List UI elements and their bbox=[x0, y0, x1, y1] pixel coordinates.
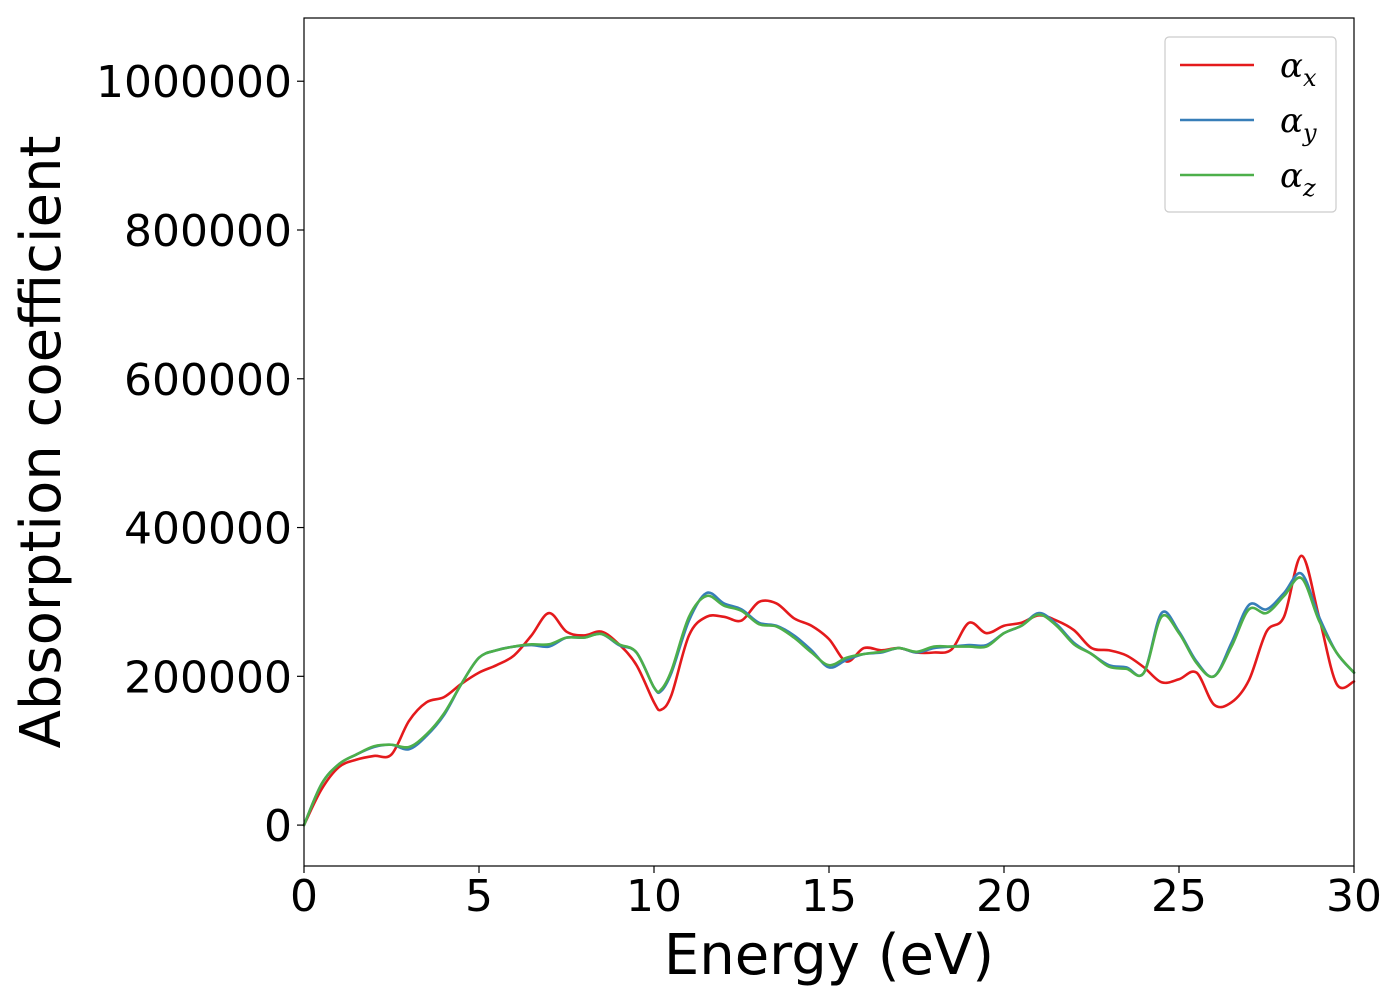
legend-subscript: x bbox=[1303, 64, 1317, 92]
legend-subscript: z bbox=[1302, 174, 1316, 202]
legend-subscript: y bbox=[1302, 119, 1317, 147]
y-tick-label: 600000 bbox=[124, 355, 292, 406]
series-alpha-x-line bbox=[302, 554, 1356, 827]
legend-label: αy bbox=[1280, 101, 1317, 147]
y-axis-label: Absorption coefficient bbox=[9, 136, 74, 749]
y-tick-label: 800000 bbox=[124, 206, 292, 257]
x-tick-label: 20 bbox=[976, 871, 1032, 922]
legend-entry-alpha-y: αy bbox=[1180, 101, 1317, 147]
x-tick-label: 0 bbox=[290, 871, 318, 922]
x-axis-label: Energy (eV) bbox=[664, 923, 994, 988]
y-axis: 0 200000 400000 600000 800000 1000000 bbox=[96, 57, 304, 852]
y-tick-label: 200000 bbox=[124, 652, 292, 703]
x-axis: 0 5 10 15 20 25 30 bbox=[290, 866, 1382, 922]
legend-box bbox=[1164, 36, 1337, 213]
legend-label: αx bbox=[1280, 46, 1317, 92]
x-tick-label: 25 bbox=[1151, 871, 1207, 922]
legend-entry-alpha-x: αx bbox=[1180, 46, 1317, 92]
x-tick-label: 30 bbox=[1326, 871, 1382, 922]
legend-entry-alpha-z: αz bbox=[1180, 156, 1316, 202]
legend-symbol: α bbox=[1280, 156, 1303, 196]
y-tick-label: 400000 bbox=[124, 504, 292, 555]
y-tick-label: 1000000 bbox=[96, 57, 292, 108]
x-tick-label: 15 bbox=[801, 871, 857, 922]
legend-label: αz bbox=[1280, 156, 1316, 202]
series-layer bbox=[302, 554, 1356, 827]
series-alpha-z-line bbox=[302, 576, 1356, 827]
x-tick-label: 10 bbox=[626, 871, 682, 922]
legend-symbol: α bbox=[1280, 46, 1303, 86]
y-tick-label: 0 bbox=[264, 801, 292, 852]
x-tick-label: 5 bbox=[465, 871, 493, 922]
legend-symbol: α bbox=[1280, 101, 1303, 141]
